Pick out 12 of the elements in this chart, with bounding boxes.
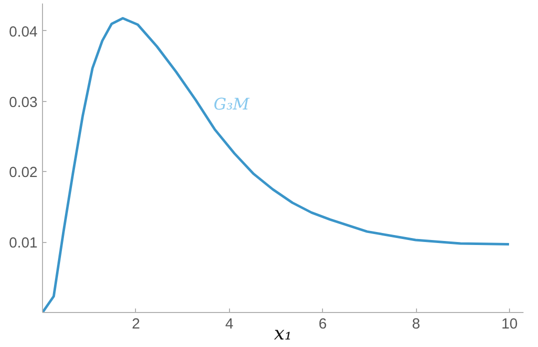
y-tick-label: 0.03	[8, 94, 38, 111]
x-tick-label: 2	[132, 316, 140, 332]
x-tick-label: 6	[318, 316, 327, 332]
x-axis-title: x₁	[274, 324, 292, 344]
x-tick-label: 10	[501, 316, 518, 332]
x-tick-label: 8	[412, 316, 420, 332]
series-label: G₃M	[214, 94, 250, 114]
y-tick-label: 0.01	[8, 236, 38, 252]
x-tick-label: 4	[225, 316, 234, 332]
y-tick-label: 0.04	[8, 24, 38, 40]
y-tick-label: 0.02	[8, 165, 38, 182]
line-series	[42, 17, 510, 312]
